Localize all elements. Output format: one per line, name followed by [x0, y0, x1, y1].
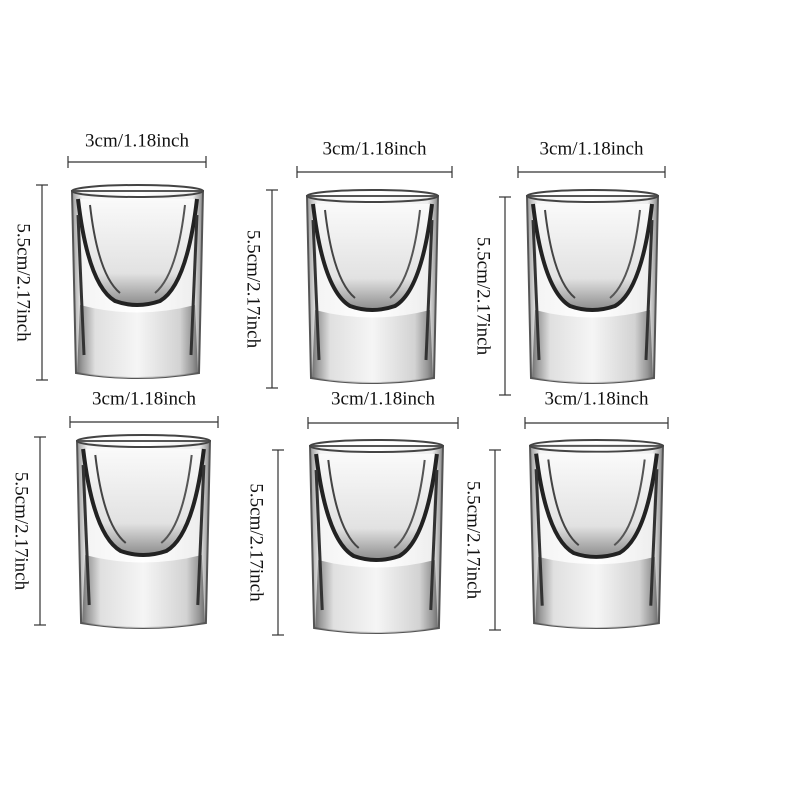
width-label: 3cm/1.18inch — [323, 138, 427, 159]
height-label: 5.5cm/2.17inch — [13, 223, 34, 342]
shot-glass — [305, 188, 440, 385]
height-label: 5.5cm/2.17inch — [463, 481, 484, 600]
shot-glass — [77, 435, 210, 628]
width-label: 3cm/1.18inch — [85, 130, 189, 151]
width-label: 3cm/1.18inch — [545, 388, 649, 409]
shot-glass — [70, 183, 205, 380]
shot-glass — [530, 440, 663, 628]
height-label: 5.5cm/2.17inch — [11, 472, 32, 591]
width-label: 3cm/1.18inch — [540, 138, 644, 159]
height-label: 5.5cm/2.17inch — [473, 237, 494, 356]
shot-glass — [310, 440, 443, 633]
shot-glass — [525, 188, 660, 385]
width-label: 3cm/1.18inch — [92, 388, 196, 409]
height-label: 5.5cm/2.17inch — [246, 483, 267, 602]
height-label: 5.5cm/2.17inch — [243, 230, 264, 349]
width-label: 3cm/1.18inch — [331, 388, 435, 409]
